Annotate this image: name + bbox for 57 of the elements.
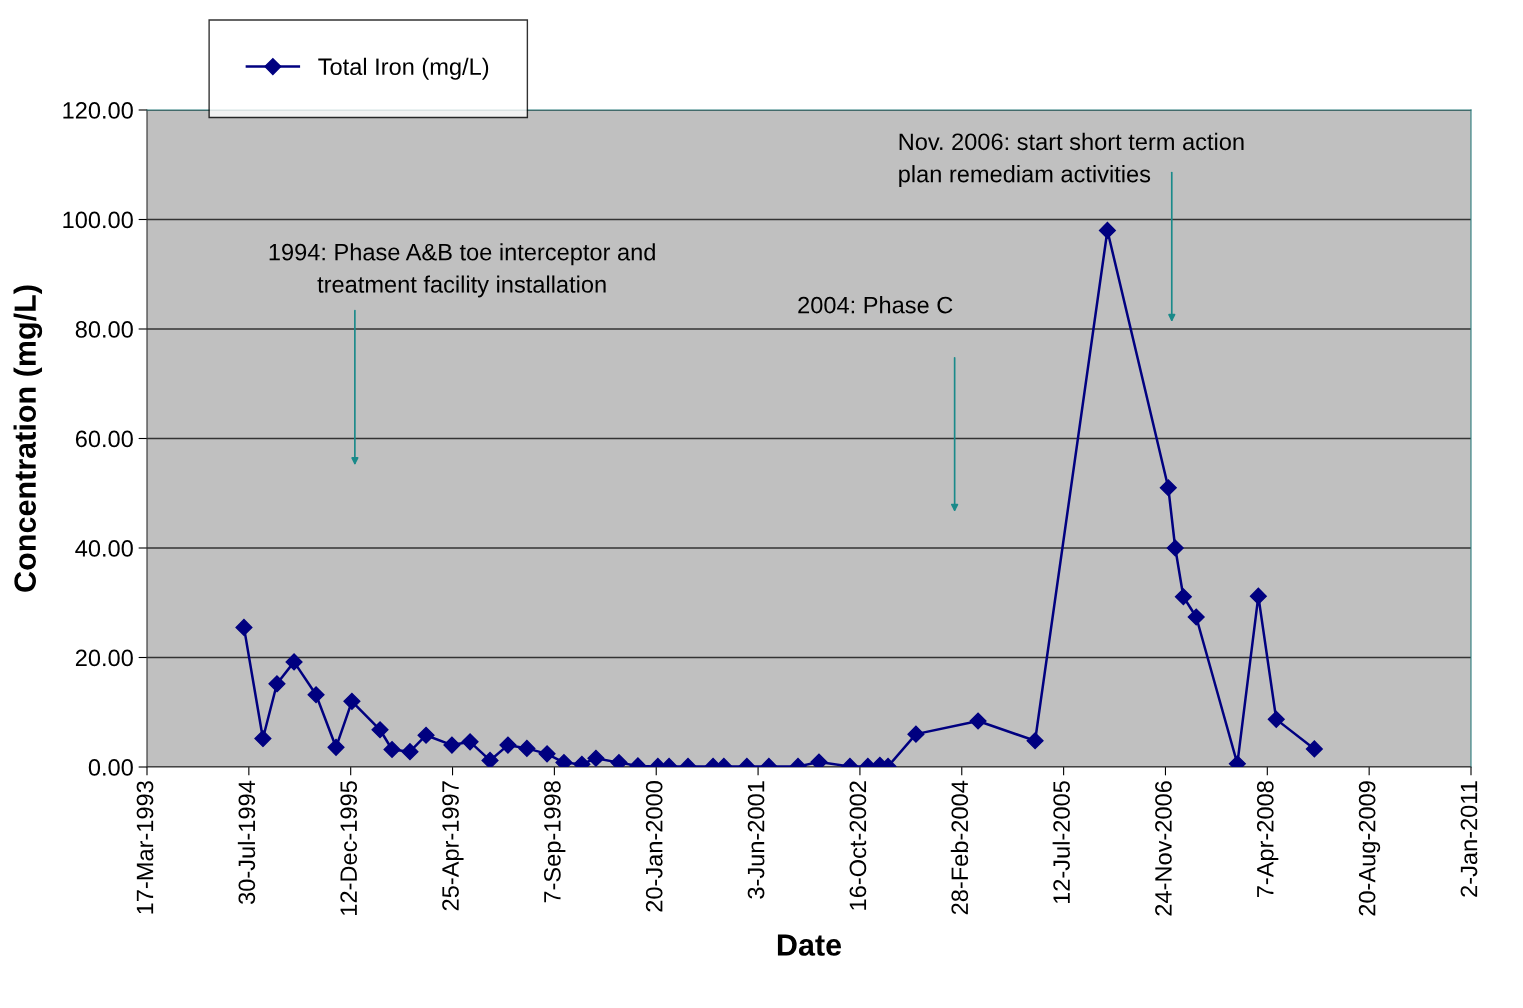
point — [907, 725, 925, 743]
point — [1159, 479, 1177, 497]
x-tick-label: 20-Jan-2000 — [645, 781, 663, 912]
point — [307, 686, 325, 704]
point — [481, 751, 499, 767]
x-axis-title: Date — [777, 934, 842, 956]
x-tick-label: 2-Jan-2011 — [1460, 781, 1478, 897]
annotation: 2004: Phase C — [798, 296, 953, 314]
x-tick-label: 24-Nov-2006 — [1155, 781, 1172, 916]
point — [443, 736, 461, 754]
y-tick-label: 60.00 — [75, 430, 133, 448]
y-tick-label: 20.00 — [75, 649, 133, 667]
point — [1098, 221, 1116, 240]
point — [1267, 710, 1285, 728]
x-tick-label: 12-Jul-2005 — [1052, 781, 1070, 904]
x-tick-label: 30-Jul-1994 — [237, 780, 256, 904]
point — [538, 745, 556, 763]
y-tick-label: 100.00 — [63, 211, 133, 229]
x-tick-label: 16-Oct-2002 — [849, 781, 867, 910]
point — [417, 726, 435, 744]
point — [810, 753, 828, 767]
x-tick-label: 17-Mar-1993 — [136, 781, 154, 914]
point — [1249, 587, 1267, 605]
point — [268, 675, 286, 693]
point — [343, 692, 361, 710]
x-tick-label: 28-Feb-2004 — [950, 780, 969, 915]
annotation: Nov. 2006: start short term action plan remediam activities — [899, 132, 1244, 188]
legend-label: Total Iron (mg/L) — [318, 57, 489, 80]
y-tick-label: 120.00 — [63, 102, 133, 119]
point — [1305, 740, 1323, 758]
annotation: 1994: Phase A&B toe interceptor and treatment facility installation — [269, 243, 655, 298]
point — [518, 739, 536, 757]
point — [371, 721, 389, 739]
point — [1187, 608, 1205, 626]
point — [461, 733, 479, 751]
x-tick-label: 20-Aug-2009 — [1358, 781, 1381, 916]
point — [969, 712, 987, 730]
y-tick-label: 80.00 — [75, 321, 133, 338]
point — [499, 736, 517, 754]
point — [1026, 732, 1044, 750]
point — [327, 738, 345, 756]
x-tick-label: 3-Jun-2001 — [747, 781, 765, 899]
x-tick-label: 7-Sep-1998 — [544, 781, 566, 903]
y-tick-label: 40.00 — [75, 540, 133, 557]
point — [254, 729, 272, 748]
point — [285, 653, 303, 671]
x-tick-label: 7-Apr-2008 — [1256, 781, 1279, 898]
point — [1166, 539, 1184, 557]
point — [401, 743, 419, 761]
x-tick-label: 25-Apr-1997 — [442, 781, 464, 911]
point — [587, 749, 605, 767]
y-axis-title: Concentration (mg/L) — [13, 285, 43, 592]
x-tick-label: 12-Dec-1995 — [340, 781, 358, 915]
point — [1174, 588, 1192, 606]
point — [235, 618, 253, 636]
y-tick-label: 0.00 — [88, 759, 133, 776]
point — [383, 740, 401, 759]
